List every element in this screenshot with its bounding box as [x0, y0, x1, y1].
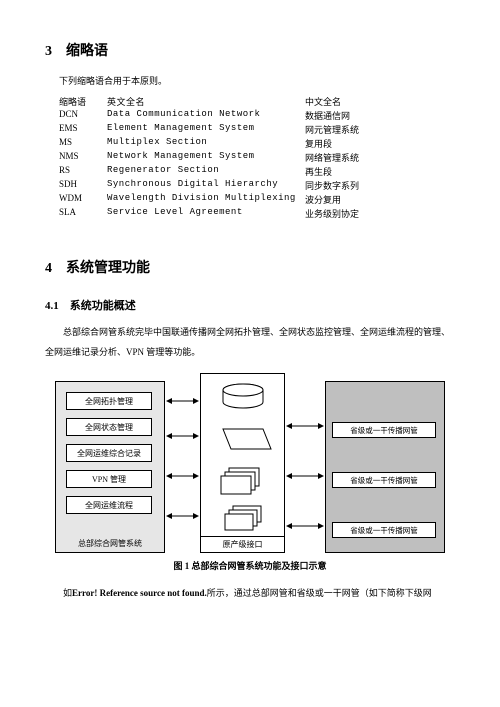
left-system-box: 全网拓扑管理 全网状态管理 全网运维综合记录 VPN 管理 全网运维流程 总部综…	[55, 381, 165, 553]
para2-prefix: 如	[63, 588, 72, 598]
left-item: 全网状态管理	[66, 418, 152, 436]
section-3-heading: 3 缩略语	[45, 40, 455, 60]
table-row: WDMWavelength Division Multiplexing波分复用	[59, 193, 403, 207]
table-row: SLAService Level Agreement业务级别协定	[59, 207, 403, 221]
middle-interface-box: 原产级接口	[200, 373, 285, 553]
figure-caption: 图 1 总部综合网管系统功能及接口示意	[45, 559, 455, 572]
table-row: SDHSynchronous Digital Hierarchy同步数字系列	[59, 179, 403, 193]
hdr-en: 英文全名	[107, 95, 305, 109]
right-item: 省级或一干传播网管	[332, 522, 436, 538]
section-4-1-para: 总部综合网管系统完毕中国联通传播网全网拓扑管理、全网状态监控管理、全网运维流程的…	[45, 323, 455, 363]
section-4-1-heading: 4.1 系统功能概述	[45, 297, 455, 313]
left-item: 全网运维综合记录	[66, 444, 152, 462]
connector-right-icon	[285, 381, 325, 553]
section-3-intro: 下列缩略语合用于本原则。	[59, 74, 455, 87]
table-row: NMSNetwork Management System网络管理系统	[59, 151, 403, 165]
middle-interface-label: 原产级接口	[201, 536, 284, 550]
right-system-box: 省级或一干传播网管 省级或一干传播网管 省级或一干传播网管	[325, 381, 445, 553]
left-system-label: 总部综合网管系统	[56, 538, 164, 549]
table-row: DCNData Communication Network数据通信网	[59, 109, 403, 123]
right-item: 省级或一干传播网管	[332, 472, 436, 488]
left-item: 全网运维流程	[66, 496, 152, 514]
left-item: 全网拓扑管理	[66, 392, 152, 410]
abbr-header-row: 缩略语 英文全名 中文全名	[59, 95, 403, 109]
right-item: 省级或一干传播网管	[332, 422, 436, 438]
middle-shapes-icon	[201, 374, 286, 539]
hdr-cn: 中文全名	[305, 95, 403, 109]
abbr-table: 缩略语 英文全名 中文全名 DCNData Communication Netw…	[59, 95, 403, 221]
error-ref: Error! Reference source not found.	[72, 588, 207, 598]
section-4-heading: 4 系统管理功能	[45, 257, 455, 277]
hdr-abbr: 缩略语	[59, 95, 107, 109]
table-row: MSMultiplex Section复用段	[59, 137, 403, 151]
connector-left-icon	[165, 381, 200, 553]
table-row: RSRegenerator Section再生段	[59, 165, 403, 179]
architecture-diagram: 全网拓扑管理 全网状态管理 全网运维综合记录 VPN 管理 全网运维流程 总部综…	[55, 373, 445, 553]
para2-suffix: 所示，通过总部网管和省级或一干网管（如下简称下级网	[207, 588, 432, 598]
section-4-1-para2: 如Error! Reference source not found.所示，通过…	[45, 584, 455, 604]
table-row: EMSElement Management System网元管理系统	[59, 123, 403, 137]
left-item: VPN 管理	[66, 470, 152, 488]
